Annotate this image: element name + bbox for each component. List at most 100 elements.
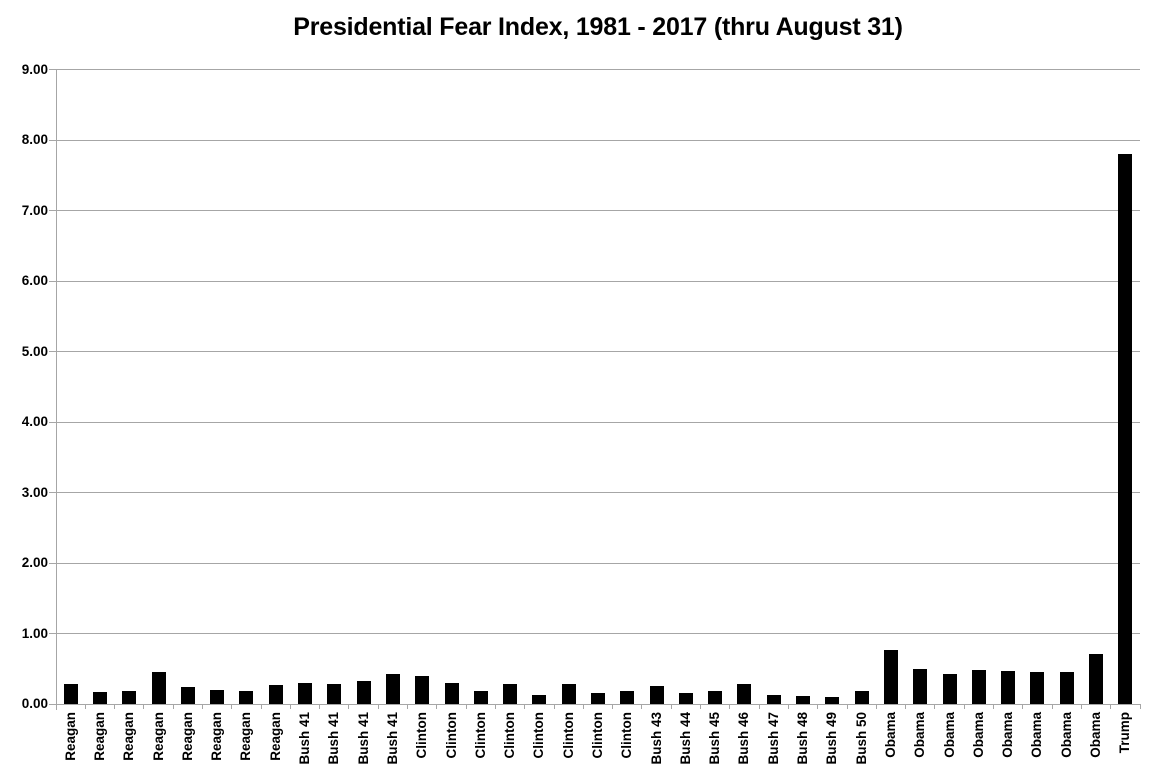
y-axis-tick xyxy=(49,703,56,705)
x-axis-tick xyxy=(582,704,584,709)
bar xyxy=(298,682,313,704)
x-axis-label: Clinton xyxy=(560,712,576,759)
x-axis-label: Reagan xyxy=(179,712,195,761)
x-axis-label: Reagan xyxy=(209,712,225,761)
x-axis-tick xyxy=(817,704,819,709)
y-axis-tick xyxy=(49,69,56,70)
x-axis-label: Bush 41 xyxy=(297,712,313,765)
bar xyxy=(649,685,664,704)
bar xyxy=(883,649,898,704)
x-axis-label: Bush 49 xyxy=(824,712,840,765)
x-axis-tick xyxy=(143,704,145,709)
x-axis-tick xyxy=(494,704,496,709)
x-axis-tick xyxy=(319,704,321,709)
x-axis-tick xyxy=(55,704,57,709)
x-axis-label: Reagan xyxy=(267,712,283,761)
y-axis-label: 5.00 xyxy=(21,343,48,359)
y-axis-label: 2.00 xyxy=(21,555,48,570)
bar xyxy=(591,692,605,704)
bar xyxy=(239,690,254,704)
x-axis-label: Clinton xyxy=(472,712,488,759)
x-axis-label: Obama xyxy=(1000,712,1016,758)
x-axis-tick xyxy=(846,704,848,709)
y-axis-tick xyxy=(49,421,56,423)
bar xyxy=(63,683,78,704)
bar xyxy=(1030,671,1045,704)
bar xyxy=(327,683,342,704)
bar xyxy=(620,691,635,704)
x-axis-tick xyxy=(524,704,526,709)
x-axis-tick xyxy=(1110,704,1112,709)
x-axis-tick xyxy=(875,704,877,709)
x-axis-tick xyxy=(758,704,760,709)
x-axis-tick xyxy=(905,704,907,709)
chart-title: Presidential Fear Index, 1981 - 2017 (th… xyxy=(293,13,903,41)
x-axis-tick xyxy=(1022,704,1024,709)
y-axis-tick xyxy=(49,562,56,564)
x-axis-label: Bush 41 xyxy=(384,712,400,765)
x-axis-label: Clinton xyxy=(619,712,635,759)
x-axis-label: Bush 50 xyxy=(853,712,869,765)
x-axis-tick xyxy=(84,704,86,709)
bar xyxy=(92,692,107,704)
y-axis-line xyxy=(55,69,57,710)
x-axis-label: Obama xyxy=(1088,712,1104,758)
bar xyxy=(854,690,869,704)
x-axis-tick xyxy=(172,704,174,709)
x-axis-label: Clinton xyxy=(531,712,547,759)
y-axis-tick xyxy=(49,351,56,352)
x-axis-label: Bush 48 xyxy=(795,712,811,765)
bar xyxy=(825,696,840,704)
bar xyxy=(473,690,488,704)
bar xyxy=(210,689,225,704)
x-axis-tick xyxy=(114,704,116,709)
y-axis-label: 1.00 xyxy=(21,625,48,641)
x-axis-label: Bush 43 xyxy=(648,712,664,765)
gridline xyxy=(56,280,1140,282)
x-axis-label: Obama xyxy=(912,712,928,758)
x-axis-label: Clinton xyxy=(502,712,518,759)
x-axis-label: Trump xyxy=(1117,712,1133,754)
x-axis-label: Bush 44 xyxy=(677,712,693,765)
bar xyxy=(1118,154,1133,704)
bar xyxy=(1089,653,1104,704)
x-axis-tick xyxy=(436,704,438,709)
bar xyxy=(561,684,576,704)
x-axis-tick xyxy=(407,704,409,709)
x-axis-tick xyxy=(348,704,350,709)
x-axis-tick xyxy=(465,704,467,709)
bar xyxy=(796,696,811,704)
bar xyxy=(766,694,781,704)
x-axis-tick xyxy=(787,704,789,709)
y-axis-tick xyxy=(49,139,56,141)
y-axis-label: 8.00 xyxy=(21,132,48,147)
x-axis-tick xyxy=(934,704,936,709)
bar xyxy=(122,690,137,704)
y-axis-tick xyxy=(49,633,56,634)
y-axis-label: 4.00 xyxy=(21,414,48,429)
x-axis-tick xyxy=(1051,704,1053,709)
x-axis-label: Reagan xyxy=(62,712,78,761)
bar xyxy=(942,674,957,704)
y-axis-label: 9.00 xyxy=(21,61,48,77)
bar xyxy=(503,683,518,704)
bar xyxy=(180,687,195,704)
bar xyxy=(532,694,547,704)
x-axis-tick xyxy=(963,704,965,709)
bar xyxy=(1059,671,1074,704)
x-axis-tick xyxy=(670,704,672,709)
x-axis-label: Obama xyxy=(941,712,957,758)
bar xyxy=(678,692,693,704)
x-axis-label: Bush 41 xyxy=(355,712,371,765)
bar xyxy=(913,668,928,704)
bar xyxy=(385,673,400,704)
x-axis-label: Obama xyxy=(1058,712,1074,758)
x-axis-tick xyxy=(201,704,203,709)
x-axis-tick xyxy=(700,704,702,709)
x-axis-label: Bush 41 xyxy=(326,712,342,765)
x-axis-label: Reagan xyxy=(91,712,107,761)
gridline xyxy=(56,139,1140,141)
x-axis-label: Clinton xyxy=(590,712,605,759)
